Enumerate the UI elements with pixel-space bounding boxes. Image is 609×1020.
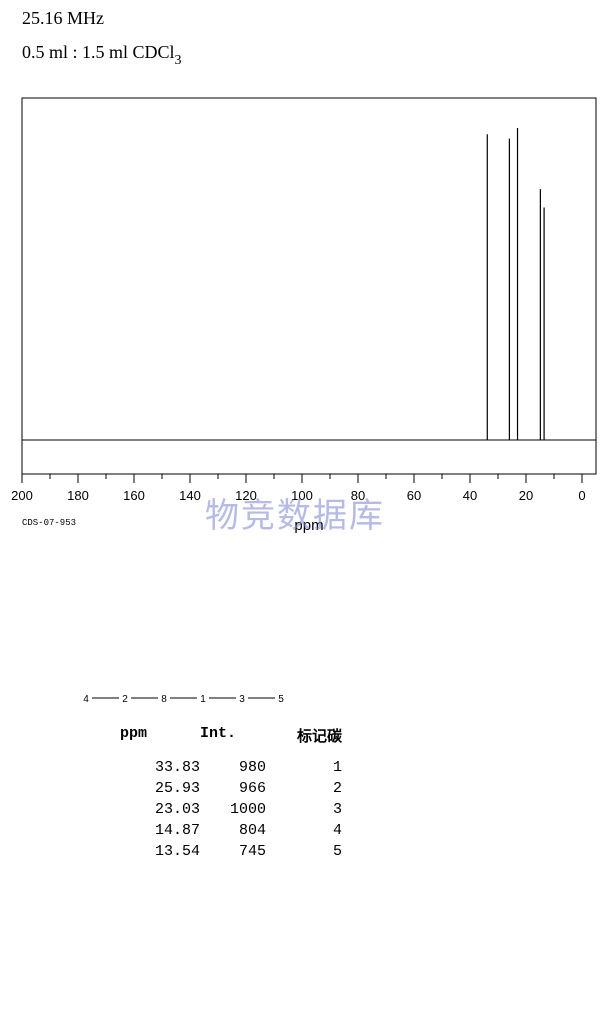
- atom-label: 8: [161, 694, 167, 705]
- table-row: 25.93 966 2: [120, 778, 342, 799]
- header-intensity: Int.: [200, 725, 237, 742]
- atom-label: 2: [122, 694, 128, 705]
- header-ppm: ppm: [120, 725, 148, 742]
- cell-ppm: 13.54: [154, 843, 200, 860]
- cell-intensity: 745: [238, 843, 266, 860]
- x-tick-label: 200: [11, 488, 33, 503]
- x-tick-label: 60: [407, 488, 421, 503]
- nmr-spectrum-chart: 200 180 160 140 120 100 80 60 40 20 0 ppm: [11, 97, 597, 534]
- spectrum-peaks: [486, 128, 545, 440]
- cell-carbon: 2: [332, 780, 342, 797]
- x-axis-tick-labels: 200 180 160 140 120 100 80 60 40 20 0: [11, 488, 585, 503]
- table-row: 13.54 745 5: [120, 841, 342, 862]
- x-tick-label: 40: [463, 488, 477, 503]
- cell-carbon: 3: [332, 801, 342, 818]
- atom-label: 1: [200, 694, 206, 705]
- cell-intensity: 980: [238, 759, 266, 776]
- x-tick-label: 120: [235, 488, 257, 503]
- cell-ppm: 14.87: [154, 822, 200, 839]
- x-tick-label: 20: [519, 488, 533, 503]
- solvent-subscript: 3: [174, 53, 182, 68]
- x-tick-label: 140: [179, 488, 201, 503]
- cell-ppm: 33.83: [154, 759, 200, 776]
- cell-ppm: 23.03: [154, 801, 200, 818]
- atom-label: 3: [239, 694, 245, 705]
- table-row: 33.83 980 1: [120, 757, 342, 778]
- cell-intensity: 966: [238, 780, 266, 797]
- table-row: 14.87 804 4: [120, 820, 342, 841]
- solvent-text: 0.5 ml : 1.5 ml CDCl: [22, 42, 175, 62]
- spectrum-id: CDS-07-953: [22, 518, 77, 528]
- x-tick-label: 180: [67, 488, 89, 503]
- cell-carbon: 1: [332, 759, 342, 776]
- x-axis-ticks: [21, 474, 583, 483]
- cell-carbon: 4: [332, 822, 342, 839]
- spectrometer-frequency: 25.16 MHz: [22, 8, 104, 28]
- x-tick-label: 160: [123, 488, 145, 503]
- x-tick-label: 0: [578, 488, 585, 503]
- x-axis-label: ppm: [294, 517, 323, 534]
- atom-label: 4: [83, 694, 89, 705]
- x-tick-label: 80: [351, 488, 365, 503]
- cell-ppm: 25.93: [154, 780, 200, 797]
- cell-intensity: 804: [238, 822, 266, 839]
- header-labeled-carbon: 标记碳: [296, 727, 342, 745]
- cell-carbon: 5: [332, 843, 342, 860]
- x-tick-label: 100: [291, 488, 313, 503]
- atom-label: 5: [278, 694, 284, 705]
- watermark-text: 物竞数据库: [205, 497, 385, 535]
- peak-table-header: ppm Int. 标记碳: [120, 725, 342, 757]
- solvent-info: 0.5 ml : 1.5 ml CDCl3: [22, 42, 182, 69]
- plot-frame: [21, 97, 597, 475]
- table-row: 23.03 1000 3: [120, 799, 342, 820]
- cell-intensity: 1000: [229, 801, 266, 818]
- peak-table: ppm Int. 标记碳 33.83 980 1 25.93 966 2 23.…: [120, 725, 342, 862]
- molecule-structure: 4 2 8 1 3 5: [83, 694, 284, 705]
